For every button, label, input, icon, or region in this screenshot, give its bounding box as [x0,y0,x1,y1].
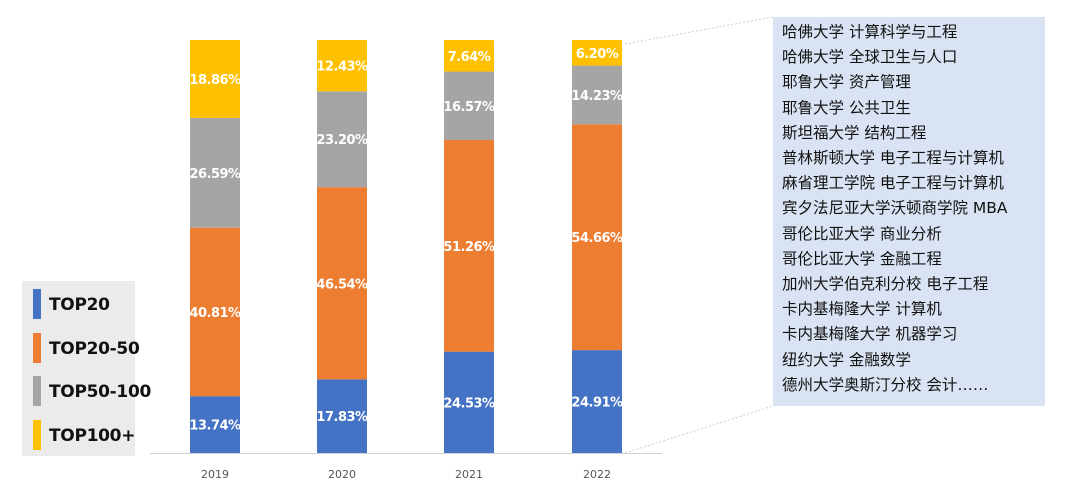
legend-label: TOP50-100 [49,382,152,402]
bar-segment-top20-50-2022 [572,124,622,351]
legend-item-top20: TOP20 [33,289,133,319]
data-label: 12.43% [316,60,368,75]
data-label: 54.66% [571,231,623,246]
data-label: 40.81% [189,306,241,321]
list-item: 纽约大学 金融数学 [782,350,911,369]
legend-item-top100-plus: TOP100+ [33,420,136,450]
bar-segment-top20-2020 [317,379,367,453]
data-label: 18.86% [189,73,241,88]
list-item: 哈佛大学 全球卫生与人口 [782,48,958,67]
data-label: 46.54% [316,277,368,292]
data-label: 16.57% [443,100,495,115]
list-item: 哥伦比亚大学 商业分析 [782,224,942,243]
bar-segment-top20-2019 [190,396,240,453]
bar-segment-top100--2021 [444,40,494,72]
bar-segment-top20-50-2021 [444,139,494,352]
bar-segment-top50-100-2019 [190,117,240,228]
bar-segment-top20-50-2020 [317,187,367,380]
list-item: 卡内基梅隆大学 机器学习 [782,325,958,344]
list-item: 哥伦比亚大学 金融工程 [782,249,942,268]
legend-swatch [33,289,41,319]
list-item: 哈佛大学 计算科学与工程 [782,23,958,41]
data-label: 14.23% [571,89,623,104]
legend-item-top20-50: TOP20-50 [33,333,140,363]
data-label: 6.20% [576,47,619,62]
list-item: 卡内基梅隆大学 计算机 [782,300,942,319]
bar-segment-top20-2022 [572,350,622,453]
chart-legend: TOP20 TOP20-50 TOP50-100 TOP100+ [22,281,151,456]
bar-segment-top100--2022 [572,40,622,66]
x-tick-label: 2021 [455,468,483,481]
data-label: 24.91% [571,396,623,411]
data-label: 26.59% [189,167,241,182]
bar-segment-top20-2021 [444,351,494,453]
x-tick-label: 2020 [328,468,356,481]
data-label: 51.26% [443,240,495,255]
data-label: 23.20% [316,133,368,148]
legend-label: TOP20 [49,295,110,315]
legend-label: TOP100+ [49,426,136,446]
list-item: 普林斯顿大学 电子工程与计算机 [782,149,1004,168]
callout-line-bottom [624,405,774,454]
bar-segment-top100--2020 [317,40,367,92]
data-label: 7.64% [448,50,491,65]
data-label: 13.74% [189,419,241,434]
x-tick-label: 2019 [201,468,229,481]
list-item: 麻省理工学院 电子工程与计算机 [782,174,1004,193]
callout-line-top [624,16,774,45]
legend-swatch [33,420,41,450]
bar-segment-top50-100-2020 [317,91,367,188]
list-item: 耶鲁大学 公共卫生 [782,98,911,117]
list-item: 耶鲁大学 资产管理 [782,73,911,92]
list-item: 德州大学奥斯汀分校 会计…… [782,375,989,394]
data-label: 17.83% [316,410,368,425]
list-item: 斯坦福大学 结构工程 [782,123,927,142]
data-label: 24.53% [443,396,495,411]
legend-item-top50-100: TOP50-100 [33,376,151,406]
legend-label: TOP20-50 [49,339,140,359]
legend-swatch [33,333,41,363]
list-item: 加州大学伯克利分校 电子工程 [782,275,989,294]
x-tick-label: 2022 [583,468,611,481]
bar-segment-top50-100-2021 [444,71,494,140]
university-list-box: 哈佛大学 计算科学与工程 哈佛大学 全球卫生与人口 耶鲁大学 资产管理 耶鲁大学… [773,17,1045,406]
bar-segment-top20-50-2019 [190,227,240,397]
legend-swatch [33,376,41,406]
list-item: 宾夕法尼亚大学沃顿商学院 MBA [782,199,1008,218]
bar-segment-top50-100-2022 [572,65,622,125]
bar-segment-top100--2019 [190,40,240,118]
